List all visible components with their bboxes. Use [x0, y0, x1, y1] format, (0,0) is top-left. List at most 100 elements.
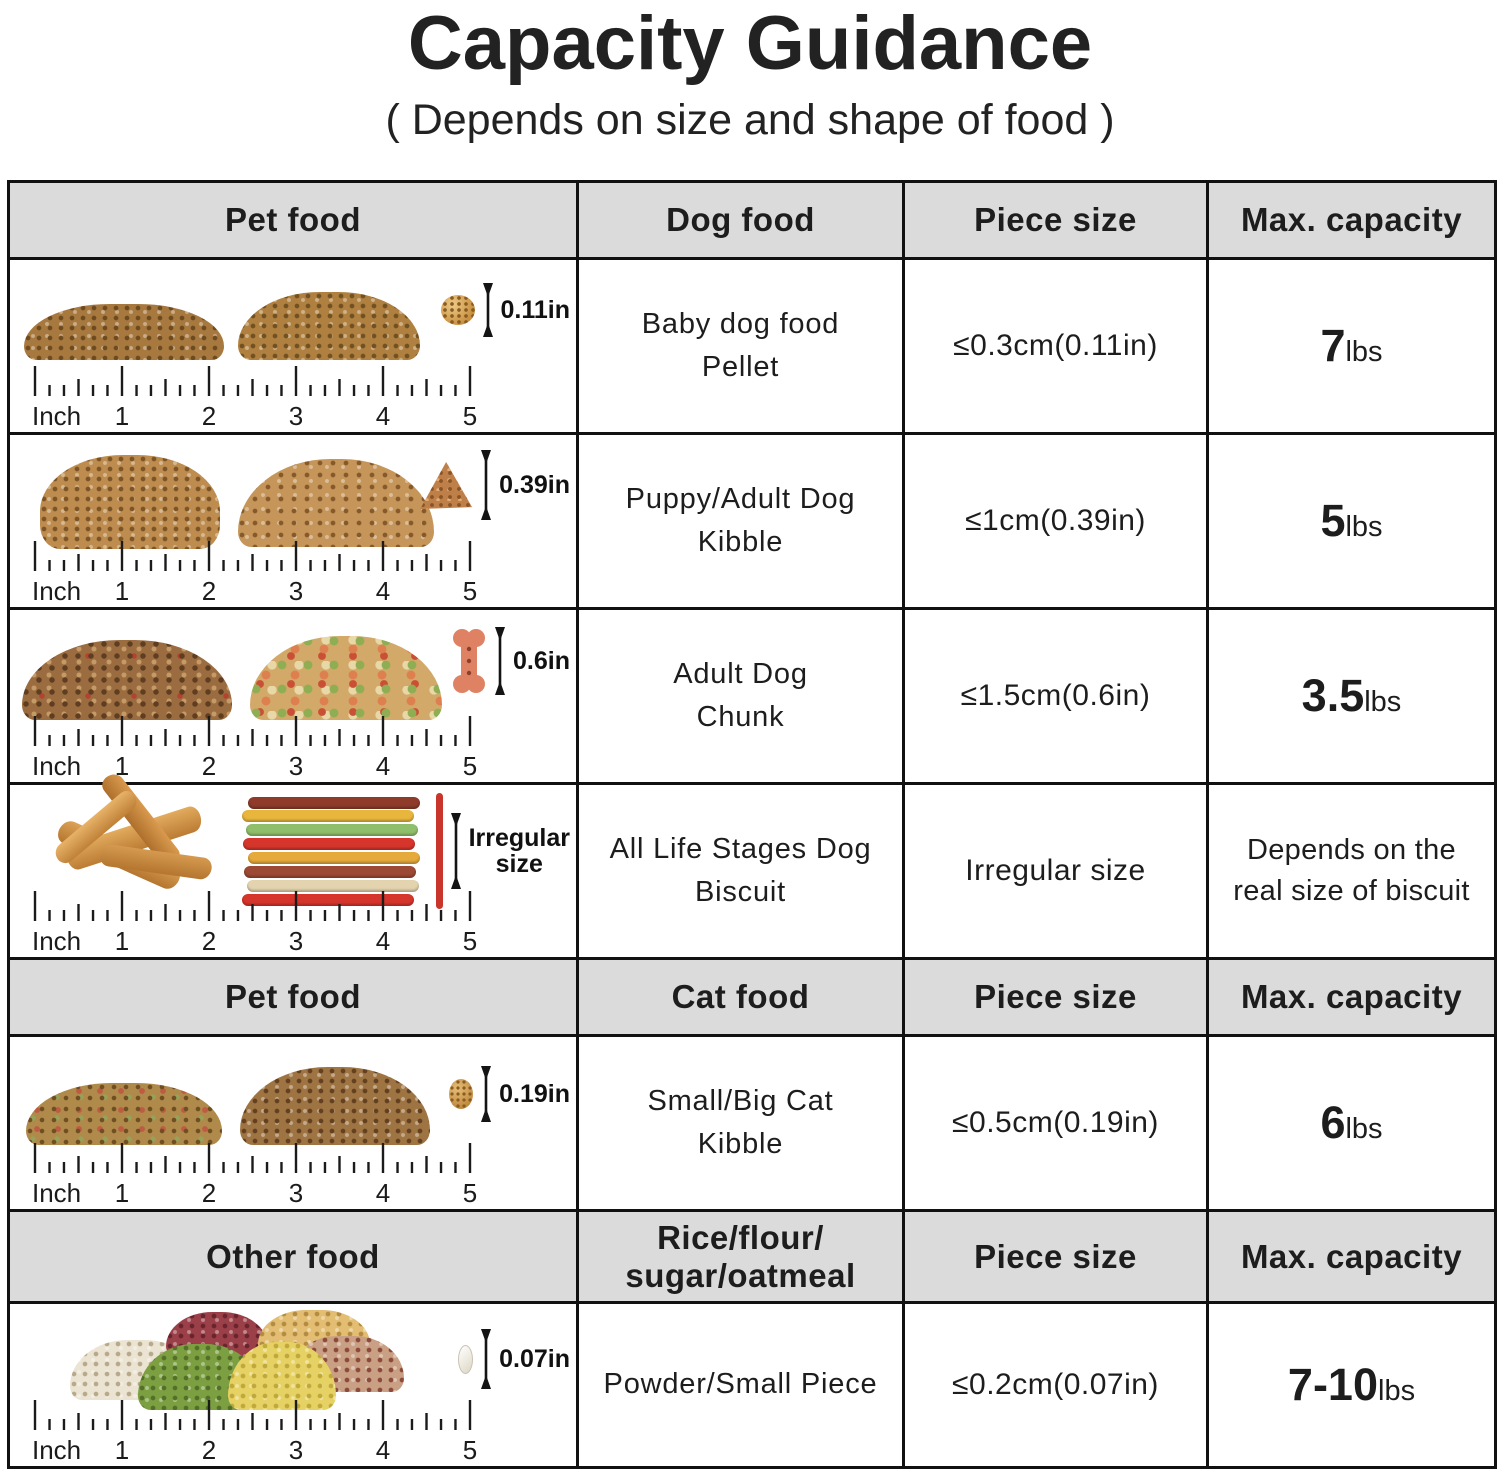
piece-size-cell: ≤0.2cm(0.07in)	[905, 1304, 1209, 1466]
ruler-mark: 5	[462, 576, 478, 606]
ruler-mark: 3	[288, 576, 304, 606]
dimension-label: 0.19in	[499, 1079, 570, 1108]
ruler-mark: 2	[201, 576, 217, 606]
header-other-food: Other food	[10, 1212, 579, 1304]
cat-kibble-icon	[449, 1079, 474, 1109]
grain-mix-pile	[70, 1310, 410, 1414]
inch-ruler: Inch 1 2 3 4 5	[32, 1398, 477, 1465]
capacity-value: 3.5	[1301, 670, 1365, 721]
ruler-unit-label: Inch	[32, 576, 82, 606]
biscuit-stick-icon	[435, 793, 443, 909]
dimension-arrow-icon	[495, 627, 506, 695]
header-cat-food: Cat food	[579, 960, 905, 1037]
ruler-mark: 2	[201, 751, 217, 781]
dimension-label: 0.39in	[499, 470, 570, 499]
page-title: Capacity Guidance	[407, 1, 1093, 86]
header-pet-food: Pet food	[10, 960, 579, 1037]
dimension-arrow-icon	[481, 1066, 492, 1122]
capacity-value: 6	[1320, 1097, 1346, 1148]
ruler-mark: 3	[288, 1178, 304, 1208]
capacity-value: 7-10	[1287, 1359, 1378, 1410]
inch-ruler: Inch 1 2 3 4 5	[32, 889, 477, 956]
dimension-label: 0.11in	[500, 295, 571, 324]
pellet-icon	[440, 295, 475, 325]
ruler-unit-label: Inch	[32, 926, 82, 956]
food-name-cell: Adult Dog Chunk	[579, 610, 905, 785]
pellet-pile	[238, 292, 420, 360]
biscuit-sticks-pile	[242, 797, 422, 915]
ruler-mark: 2	[201, 1435, 217, 1465]
piece-size-indicator: 0.39in	[419, 449, 570, 521]
page-subtitle: ( Depends on size and shape of food )	[385, 96, 1115, 144]
capacity-unit: lbs	[1345, 336, 1383, 368]
capacity-unit: lbs	[1364, 686, 1402, 718]
chunk-image-cell: 0.6in Inch 1 2 3 4 5	[10, 610, 579, 785]
piece-size-cell: ≤1cm(0.39in)	[905, 435, 1209, 610]
capacity-unit: lbs	[1345, 511, 1383, 543]
ruler-mark: 4	[375, 576, 391, 606]
ruler-mark: 5	[462, 1178, 478, 1208]
ruler-mark: 5	[462, 926, 478, 956]
bone-treat-icon	[453, 629, 486, 693]
biscuit-image-cell: Irregular size Inch 1 2 3 4 5	[10, 769, 579, 960]
piece-size-cell: Irregular size	[905, 785, 1209, 960]
inch-ruler: Inch 1 2 3 4 5	[32, 539, 477, 606]
ruler-ticks	[33, 366, 472, 396]
ruler-mark: 1	[114, 1178, 130, 1208]
cat-kibble-pile	[240, 1067, 430, 1145]
ruler-mark: 1	[114, 401, 130, 431]
treat-pile	[250, 636, 442, 720]
chunk-pile	[22, 640, 232, 720]
piece-size-cell: ≤1.5cm(0.6in)	[905, 610, 1209, 785]
ruler-ticks	[33, 716, 472, 746]
piece-size-indicator: 0.19in	[449, 1065, 570, 1123]
inch-ruler: Inch 1 2 3 4 5	[32, 714, 477, 781]
capacity-cell: 7 lbs	[1209, 260, 1494, 435]
cat-kibble-image-cell: 0.19in Inch 1 2 3 4 5	[10, 1037, 579, 1212]
dimension-label: 0.6in	[513, 646, 570, 675]
capacity-cell: 5 lbs	[1209, 435, 1494, 610]
ruler-mark: 1	[114, 926, 130, 956]
ruler-mark: 4	[375, 751, 391, 781]
ruler-mark: 1	[114, 576, 130, 606]
piece-size-indicator: 0.07in	[458, 1328, 570, 1390]
inch-ruler: Inch 1 2 3 4 5	[32, 364, 477, 431]
capacity-cell: 7-10 lbs	[1209, 1304, 1494, 1466]
pellet-image-cell: 0.11in Inch 1 2 3 4 5	[10, 260, 579, 435]
header-rice-flour: Rice/flour/ sugar/oatmeal	[579, 1212, 905, 1304]
ruler-mark: 1	[114, 751, 130, 781]
ruler-mark: 4	[375, 926, 391, 956]
ruler-unit-label: Inch	[32, 401, 82, 431]
piece-size-cell: ≤0.5cm(0.19in)	[905, 1037, 1209, 1212]
capacity-cell: 3.5 lbs	[1209, 610, 1494, 785]
header-piece-size: Piece size	[905, 960, 1209, 1037]
grain-icon	[458, 1344, 474, 1374]
capacity-value: 5	[1320, 495, 1346, 546]
cat-kibble-pile	[26, 1083, 222, 1145]
header-max-capacity: Max. capacity	[1209, 960, 1494, 1037]
capacity-cell: 6 lbs	[1209, 1037, 1494, 1212]
dimension-label: 0.07in	[499, 1344, 570, 1373]
ruler-mark: 5	[462, 1435, 478, 1465]
ruler-mark: 2	[201, 926, 217, 956]
header-pet-food: Pet food	[10, 183, 579, 260]
ruler-mark: 3	[288, 1435, 304, 1465]
dimension-arrow-icon	[450, 813, 461, 889]
capacity-unit: lbs	[1345, 1113, 1383, 1145]
header-dog-food: Dog food	[579, 183, 905, 260]
grain-image-cell: 0.07in Inch 1 2 3 4 5	[10, 1304, 579, 1466]
ruler-mark: 3	[288, 751, 304, 781]
piece-size-cell: ≤0.3cm(0.11in)	[905, 260, 1209, 435]
ruler-ticks	[33, 891, 472, 921]
ruler-mark: 4	[375, 401, 391, 431]
dimension-arrow-icon	[482, 283, 493, 337]
capacity-unit: lbs	[1378, 1375, 1416, 1407]
ruler-ticks	[33, 1400, 472, 1430]
ruler-mark: 4	[375, 1435, 391, 1465]
dimension-label: Irregular size	[468, 823, 570, 878]
pellet-pile	[24, 304, 224, 360]
food-name-cell: Small/Big Cat Kibble	[579, 1037, 905, 1212]
ruler-ticks	[33, 1143, 472, 1173]
ruler-mark: 2	[201, 1178, 217, 1208]
